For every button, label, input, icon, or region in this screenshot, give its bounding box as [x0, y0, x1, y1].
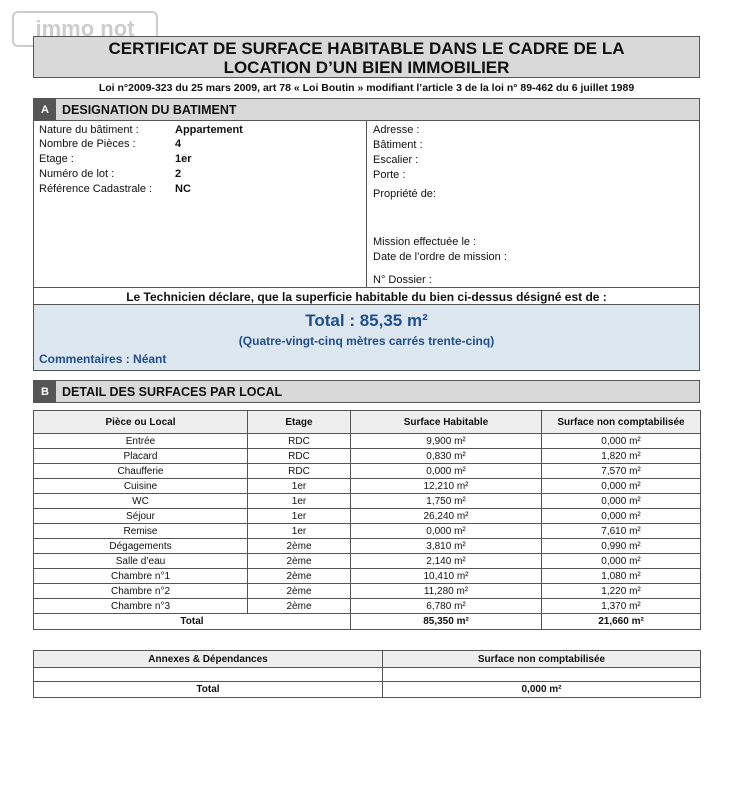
table-cell: 2ème	[247, 598, 351, 614]
comments: Commentaires : Néant	[39, 352, 167, 366]
table-cell: 7,610 m²	[541, 523, 701, 539]
section-header: B DETAIL DES SURFACES PAR LOCAL	[33, 380, 700, 403]
table-cell: 0,000 m²	[541, 508, 701, 524]
table-cell: 1,750 m²	[350, 493, 542, 509]
table-cell: Chaufferie	[33, 463, 248, 479]
field-value: 1er	[175, 153, 192, 165]
table-total: Total	[33, 613, 351, 630]
field-label: Etage :	[39, 153, 74, 165]
table-cell: 2ème	[247, 583, 351, 599]
table-cell: 0,000 m²	[541, 433, 701, 449]
section-title: DESIGNATION DU BATIMENT	[62, 103, 237, 117]
table-cell: 0,000 m²	[350, 463, 542, 479]
table-header: Pièce ou Local	[33, 410, 248, 434]
table-cell: 10,410 m²	[350, 568, 542, 584]
field-label: Adresse :	[373, 124, 420, 136]
table-header: Etage	[247, 410, 351, 434]
table-cell: 1,080 m²	[541, 568, 701, 584]
table-cell: 1er	[247, 523, 351, 539]
section-letter: A	[34, 99, 56, 120]
table-cell: 0,000 m²	[541, 493, 701, 509]
table-total: Total	[33, 681, 383, 698]
section-letter: B	[34, 381, 56, 402]
table-cell: 0,000 m²	[541, 553, 701, 569]
field-label: Nombre de Pièces :	[39, 138, 136, 150]
table-cell: 2ème	[247, 568, 351, 584]
table-cell: 2,140 m²	[350, 553, 542, 569]
table-cell: Placard	[33, 448, 248, 464]
table-cell: Chambre n°1	[33, 568, 248, 584]
table-cell: 6,780 m²	[350, 598, 542, 614]
table-cell: 0,000 m²	[541, 478, 701, 494]
table-header: Annexes & Dépendances	[33, 650, 383, 668]
field-label: Porte :	[373, 169, 406, 181]
table-cell: RDC	[247, 463, 351, 479]
table-cell: Salle d’eau	[33, 553, 248, 569]
table-cell: 1er	[247, 493, 351, 509]
field-label: Date de l’ordre de mission :	[373, 251, 507, 263]
table-total: 85,350 m²	[350, 613, 542, 630]
table-cell: 2ème	[247, 553, 351, 569]
table-total: 0,000 m²	[382, 681, 701, 698]
table-header: Surface Habitable	[350, 410, 542, 434]
divider	[34, 287, 699, 288]
title-line: LOCATION D’UN BIEN IMMOBILIER	[223, 58, 510, 77]
table-cell: 0,000 m²	[350, 523, 542, 539]
table-header: Surface non comptabilisée	[382, 650, 701, 668]
table-cell: Chambre n°2	[33, 583, 248, 599]
table-cell: 0,990 m²	[541, 538, 701, 554]
total-area: Total : 85,35 m² (Quatre-vingt-cinq mètr…	[34, 304, 699, 370]
table-cell	[33, 667, 383, 682]
section-header: A DESIGNATION DU BATIMENT	[33, 98, 700, 121]
field-label: Référence Cadastrale :	[39, 183, 153, 195]
table-cell: 3,810 m²	[350, 538, 542, 554]
table-cell: 0,830 m²	[350, 448, 542, 464]
table-total: 21,660 m²	[541, 613, 701, 630]
field-value: Appartement	[175, 124, 243, 136]
field-label: Numéro de lot :	[39, 168, 115, 180]
table-cell: 26,240 m²	[350, 508, 542, 524]
table-cell: WC	[33, 493, 248, 509]
title-line: CERTIFICAT DE SURFACE HABITABLE DANS LE …	[108, 39, 625, 58]
table-cell: Dégagements	[33, 538, 248, 554]
table-cell: Séjour	[33, 508, 248, 524]
table-cell: 2ème	[247, 538, 351, 554]
field-label: Mission effectuée le :	[373, 236, 477, 248]
table-cell: Chambre n°3	[33, 598, 248, 614]
table-cell: RDC	[247, 433, 351, 449]
total: Total : 85,35 m²	[305, 311, 428, 330]
declaration: Le Technicien déclare, que la superficie…	[126, 290, 607, 304]
table-cell: 1er	[247, 508, 351, 524]
table-cell: Cuisine	[33, 478, 248, 494]
table-cell	[382, 667, 701, 682]
table-cell: 1er	[247, 478, 351, 494]
title-box: CERTIFICAT DE SURFACE HABITABLE DANS LE …	[33, 36, 700, 78]
table-cell: 9,900 m²	[350, 433, 542, 449]
table-cell: 11,280 m²	[350, 583, 542, 599]
field-label: Escalier :	[373, 154, 419, 166]
table-cell: 7,570 m²	[541, 463, 701, 479]
field-value: NC	[175, 183, 191, 195]
table-cell: 1,820 m²	[541, 448, 701, 464]
table-cell: Entrée	[33, 433, 248, 449]
field-label: N° Dossier :	[373, 274, 432, 286]
section-a-body: Le Technicien déclare, que la superficie…	[33, 121, 700, 371]
total-words: (Quatre-vingt-cinq mètres carrés trente-…	[238, 334, 495, 348]
table-header: Surface non comptabilisée	[541, 410, 701, 434]
field-value: 2	[175, 168, 182, 180]
divider	[366, 121, 367, 287]
table-cell: 12,210 m²	[350, 478, 542, 494]
field-value: 4	[175, 138, 182, 150]
law-reference: Loi n°2009-323 du 25 mars 2009, art 78 «…	[98, 82, 635, 94]
table-cell: RDC	[247, 448, 351, 464]
table-cell: Remise	[33, 523, 248, 539]
field-label: Nature du bâtiment :	[39, 124, 139, 136]
table-cell: 1,370 m²	[541, 598, 701, 614]
field-label: Bâtiment :	[373, 139, 423, 151]
table-cell: 1,220 m²	[541, 583, 701, 599]
section-title: DETAIL DES SURFACES PAR LOCAL	[62, 385, 283, 399]
field-label: Propriété de:	[373, 188, 436, 200]
